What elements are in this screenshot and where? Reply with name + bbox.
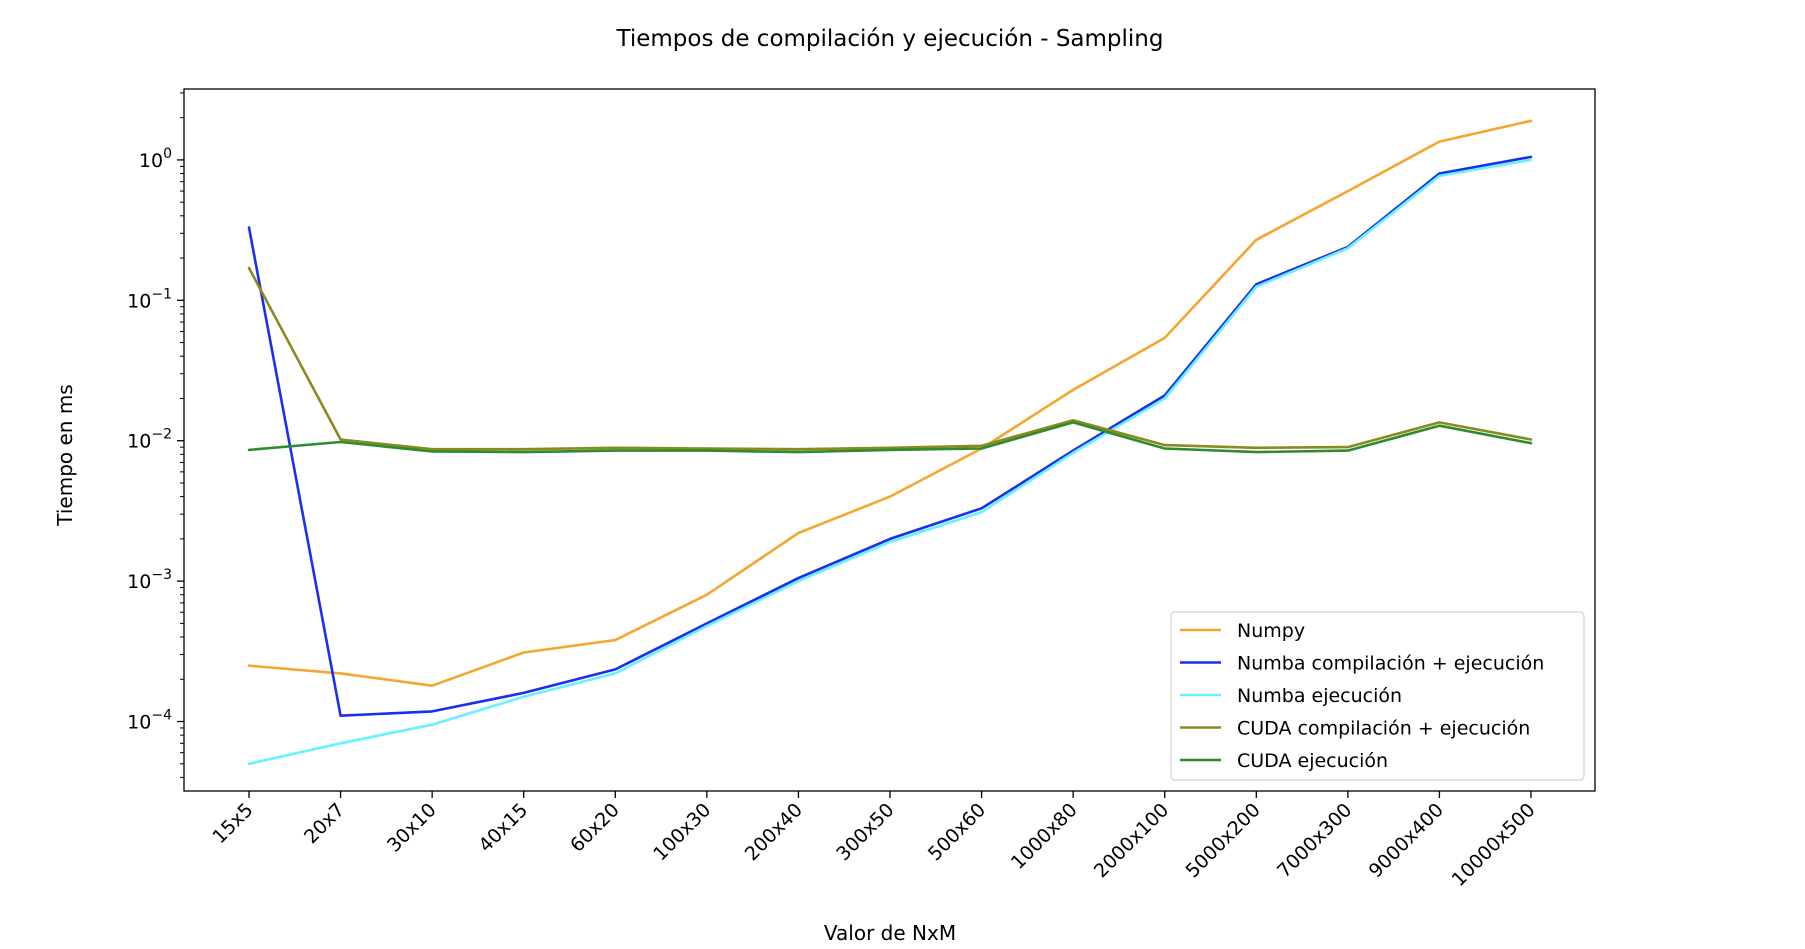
legend-label-3: Numba ejecución (1237, 685, 1402, 707)
x-tick-label-15: 10000x500 (1448, 799, 1540, 891)
x-tick-label-4: 40x15 (475, 799, 533, 857)
series-layer (247, 119, 1533, 766)
series-line-1 (247, 119, 1533, 688)
x-tick-label-8: 300x50 (832, 799, 898, 865)
x-tick-label-12: 5000x200 (1181, 799, 1264, 882)
x-tick-label-10: 1000x80 (1007, 799, 1082, 874)
legend: Numpy Numba compilación + ejecución Numba … (1170, 611, 1585, 781)
legend-label-1: Numpy (1237, 620, 1305, 642)
y-tick-label-4: 10−1 (127, 286, 172, 312)
x-axis-ticks: 15x5 20x7 30x10 40x15 60x20 100x30 200x40 300x5… (208, 791, 1540, 891)
x-tick-label-13: 7000x300 (1273, 799, 1356, 882)
y-tick-label-2: 10−3 (127, 567, 172, 593)
x-tick-label-2: 20x7 (300, 799, 349, 848)
x-tick-label-1: 15x5 (208, 799, 257, 848)
legend-box (1170, 611, 1585, 781)
y-tick-label-1: 10−4 (127, 708, 172, 734)
x-tick-label-11: 2000x100 (1090, 799, 1173, 882)
series-line-5 (247, 421, 1533, 454)
x-tick-label-5: 60x20 (566, 799, 624, 857)
legend-label-4: CUDA compilación + ejecución (1237, 718, 1530, 740)
legend-label-5: CUDA ejecución (1237, 750, 1388, 772)
x-tick-label-6: 100x30 (649, 799, 715, 865)
series-line-3 (247, 158, 1533, 766)
x-tick-label-14: 9000x400 (1365, 799, 1448, 882)
y-axis-label: Tiempo en ms (53, 384, 77, 526)
chart-title: Tiempos de compilación y ejecución - Sam… (615, 26, 1163, 52)
x-tick-label-7: 200x40 (741, 799, 807, 865)
x-tick-label-9: 500x60 (924, 799, 990, 865)
x-tick-label-3: 30x10 (383, 799, 441, 857)
legend-label-2: Numba compilación + ejecución (1237, 653, 1544, 675)
y-axis-ticks: 10−4 10−3 10−2 10−1 100 (127, 92, 184, 778)
y-tick-label-3: 10−2 (127, 427, 172, 453)
series-line-4 (247, 266, 1533, 451)
series-line-2 (247, 155, 1533, 718)
x-axis-label: Valor de NxM (824, 921, 956, 945)
y-tick-label-5: 100 (139, 146, 172, 172)
